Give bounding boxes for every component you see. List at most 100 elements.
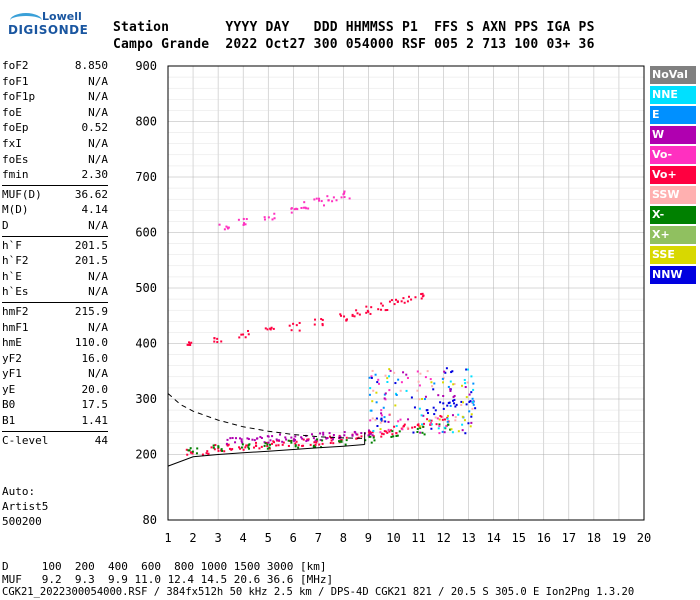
echo-point xyxy=(318,199,321,202)
logo-arc-icon xyxy=(10,13,42,28)
legend: NoVal NNE E W Vo- Vo+ SSW X- X+ SSE NNW xyxy=(650,66,696,286)
param-value: N/A xyxy=(88,285,108,299)
echo-point xyxy=(290,329,293,332)
echo-point xyxy=(314,443,317,446)
echo-point xyxy=(226,438,229,441)
param-value: N/A xyxy=(88,90,108,104)
echo-point xyxy=(332,434,335,437)
echo-point xyxy=(330,437,333,440)
echo-point xyxy=(339,313,342,316)
echo-point xyxy=(312,444,315,447)
echo-point xyxy=(279,433,282,436)
echo-point xyxy=(439,414,442,417)
legend-item-x: X- xyxy=(650,206,696,224)
echo-point xyxy=(421,431,424,434)
echo-point xyxy=(260,445,263,448)
echo-point xyxy=(385,430,388,433)
echo-point xyxy=(307,207,310,210)
param-label: foEs xyxy=(2,152,29,166)
echo-point xyxy=(266,443,269,446)
echo-point xyxy=(294,444,297,447)
echo-point xyxy=(354,431,357,434)
param-row-hf: h`F 201.5 xyxy=(2,238,108,254)
spread-echo-point xyxy=(387,428,390,431)
spread-echo-point xyxy=(430,423,433,426)
param-value: N/A xyxy=(88,269,108,283)
echo-point xyxy=(269,443,272,446)
spread-echo-point xyxy=(446,417,449,420)
spread-echo-point xyxy=(451,370,454,373)
param-label: B0 xyxy=(2,398,16,412)
param-row-b0: B0 17.5 xyxy=(2,397,108,413)
echo-point xyxy=(383,430,386,433)
param-row-mufd: MUF(D) 36.62 xyxy=(2,187,108,203)
spread-echo-point xyxy=(451,431,454,434)
spread-echo-point xyxy=(375,401,378,404)
auto-version: 500200 xyxy=(2,515,42,528)
echo-point xyxy=(446,404,449,407)
spread-echo-point xyxy=(461,423,464,426)
x-tick-label: 11 xyxy=(411,531,425,545)
spread-echo-point xyxy=(453,383,456,386)
echo-point xyxy=(355,433,358,436)
echo-point xyxy=(386,431,389,434)
echo-point xyxy=(326,195,329,198)
param-row-foep: foEp 0.52 xyxy=(2,120,108,136)
echo-point xyxy=(290,439,293,442)
echo-point xyxy=(309,443,312,446)
param-value: 201.5 xyxy=(74,254,108,268)
param-row-md: M(D) 4.14 xyxy=(2,202,108,218)
spread-echo-point xyxy=(406,426,409,429)
echo-point xyxy=(403,423,406,426)
legend-item-x: X+ xyxy=(650,226,696,244)
echo-point xyxy=(343,431,346,434)
echo-point xyxy=(301,444,304,447)
echo-point xyxy=(321,439,324,442)
spread-echo-point xyxy=(460,404,463,407)
echo-point xyxy=(403,301,406,304)
spread-echo-point xyxy=(461,429,464,432)
echo-point xyxy=(400,300,403,303)
echo-point xyxy=(367,429,370,432)
echo-point xyxy=(243,222,246,225)
echo-point xyxy=(332,442,335,445)
spread-echo-point xyxy=(388,413,391,416)
echo-point xyxy=(300,206,303,209)
echo-point xyxy=(293,439,296,442)
echo-point xyxy=(469,400,472,403)
echo-point xyxy=(326,436,329,439)
echo-point xyxy=(240,438,243,441)
spread-echo-point xyxy=(426,370,429,373)
param-row-clevel: C-level 44 xyxy=(2,433,108,449)
spread-echo-point xyxy=(454,419,457,422)
param-value: N/A xyxy=(88,136,108,150)
footer-filename: CGK21_2022300054000.RSF / 384fx512h 50 k… xyxy=(2,586,635,598)
echo-point xyxy=(186,453,189,456)
echo-point xyxy=(314,318,317,321)
echo-point xyxy=(187,343,190,346)
echo-point xyxy=(189,451,192,454)
echo-point xyxy=(343,192,346,195)
echo-point xyxy=(234,441,237,444)
echo-point xyxy=(340,314,343,317)
echo-point xyxy=(247,444,250,447)
echo-point xyxy=(390,299,393,302)
x-tick-label: 19 xyxy=(612,531,626,545)
spread-echo-point xyxy=(461,415,464,418)
echo-point xyxy=(331,438,334,441)
echo-point xyxy=(287,444,290,447)
echo-point xyxy=(302,438,305,441)
echo-point xyxy=(396,300,399,303)
echo-point xyxy=(273,212,276,215)
y-tick-label: 300 xyxy=(135,392,157,406)
echo-point xyxy=(365,311,368,314)
echo-point xyxy=(310,433,313,436)
echo-point xyxy=(330,439,333,442)
spread-echo-point xyxy=(424,395,427,398)
echo-point xyxy=(430,419,433,422)
echo-point xyxy=(321,323,324,326)
param-row-ye: yE 20.0 xyxy=(2,382,108,398)
y-tick-label: 400 xyxy=(135,337,157,351)
param-label: h`F xyxy=(2,238,22,252)
